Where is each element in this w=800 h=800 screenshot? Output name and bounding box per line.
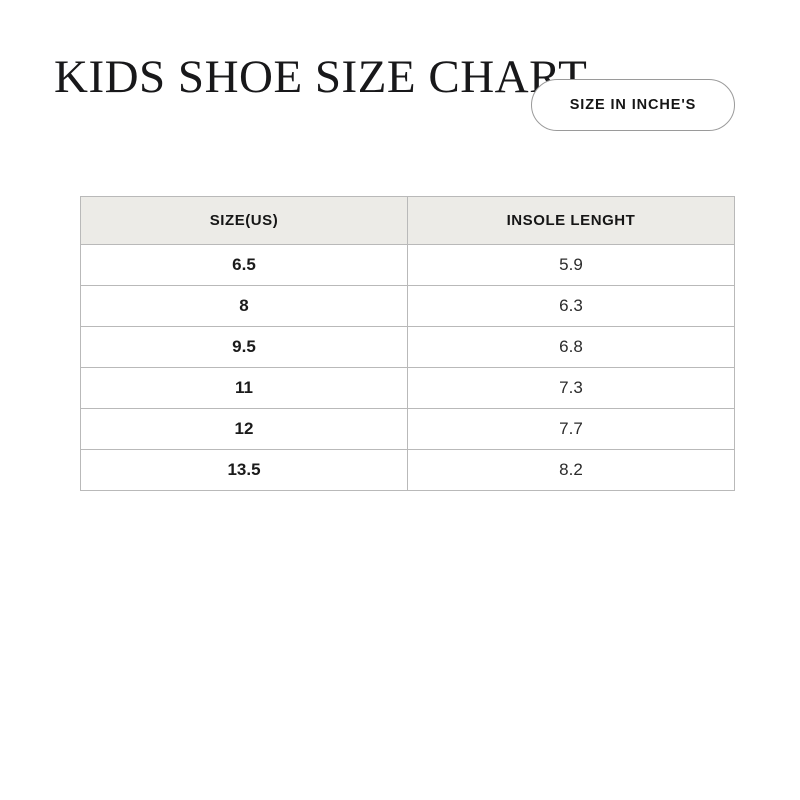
cell-insole-length: 8.2 xyxy=(407,449,735,491)
units-badge-label: SIZE IN INCHE'S xyxy=(569,97,697,113)
cell-insole-length: 7.3 xyxy=(407,367,735,409)
cell-insole-length: 5.9 xyxy=(407,244,735,286)
table-row: 9.5 6.8 xyxy=(80,326,735,368)
size-chart-table: SIZE(US) INSOLE LENGHT 6.5 5.9 8 6.3 9.5… xyxy=(80,196,735,491)
table-row: 6.5 5.9 xyxy=(80,244,735,286)
column-header-insole-length: INSOLE LENGHT xyxy=(407,196,735,245)
cell-insole-length: 6.3 xyxy=(407,285,735,327)
cell-size-us: 9.5 xyxy=(80,326,408,368)
size-table-container: SIZE(US) INSOLE LENGHT 6.5 5.9 8 6.3 9.5… xyxy=(80,196,735,491)
table-header-row: SIZE(US) INSOLE LENGHT xyxy=(80,196,735,245)
table-row: 8 6.3 xyxy=(80,285,735,327)
table-row: 11 7.3 xyxy=(80,367,735,409)
table-header: SIZE(US) INSOLE LENGHT xyxy=(80,196,735,245)
cell-size-us: 11 xyxy=(80,367,408,409)
cell-size-us: 12 xyxy=(80,408,408,450)
cell-insole-length: 7.7 xyxy=(407,408,735,450)
table-row: 13.5 8.2 xyxy=(80,449,735,491)
column-header-size-us: SIZE(US) xyxy=(80,196,408,245)
cell-size-us: 8 xyxy=(80,285,408,327)
table-row: 12 7.7 xyxy=(80,408,735,450)
page-title: KIDS SHOE SIZE CHART xyxy=(54,51,588,104)
cell-size-us: 6.5 xyxy=(80,244,408,286)
table-body: 6.5 5.9 8 6.3 9.5 6.8 11 7.3 12 7.7 xyxy=(80,244,735,491)
units-badge: SIZE IN INCHE'S xyxy=(531,79,735,131)
cell-size-us: 13.5 xyxy=(80,449,408,491)
cell-insole-length: 6.8 xyxy=(407,326,735,368)
